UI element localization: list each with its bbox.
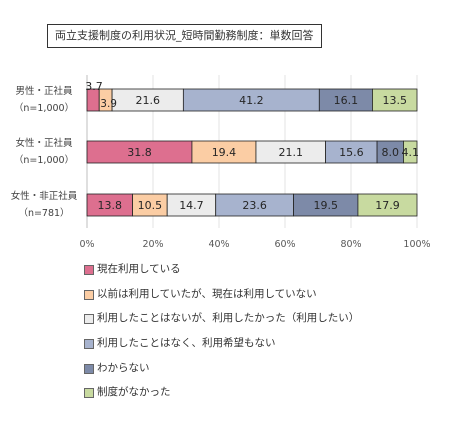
data-label: 4.1 [401,146,419,159]
legend-swatch [84,388,94,399]
data-label: 19.5 [314,199,339,212]
legend-label: わからない [97,361,150,374]
chart-title: 両立支援制度の利用状況_短時間勤務制度：単数回答 [47,24,322,48]
data-label: 21.6 [135,94,160,107]
data-label: 14.7 [179,199,204,212]
bar-segment [357,193,418,217]
data-label: 15.6 [339,146,364,159]
legend-label: 利用したことはないが、利用したかった（利用したい） [97,312,360,325]
category-label: （n=1,000） [14,154,74,166]
bar-segment [372,88,418,112]
data-label: 19.4 [212,146,237,159]
x-tick-label: 20% [142,239,163,250]
data-label: 13.5 [382,94,407,107]
data-label: 41.2 [239,94,264,107]
x-tick-label: 80% [340,239,361,250]
data-label: 17.9 [375,199,400,212]
category-label: 女性・非正社員 [11,190,78,202]
x-tick-label: 40% [208,239,229,250]
legend-swatch [84,314,94,325]
category-label: （n=781） [18,207,69,219]
data-label: 31.8 [127,146,152,159]
legend-label: 現在利用している [97,263,181,275]
x-tick-label: 0% [79,239,94,250]
x-tick-label: 60% [274,239,295,250]
category-label: 男性・正社員 [15,85,73,97]
data-label: 3.7 [85,80,103,93]
data-label: 8.0 [382,146,400,159]
bar-layer [86,88,418,217]
legend-swatch [84,339,94,350]
label-layer: 3.7 3.9 21.6 41.2 16.1 13.5 31.8 19.4 21.1 15.6 8.… [85,80,419,212]
data-label: 23.6 [242,199,267,212]
bar-segment [403,140,418,164]
legend-swatch [84,289,94,300]
data-label: 16.1 [334,94,359,107]
data-label: 10.5 [138,199,163,212]
category-label: 女性・正社員 [15,137,73,149]
category-label: （n=1,000） [14,102,74,114]
data-label: 3.9 [100,98,117,110]
stacked-bar-chart: 3.7 3.9 21.6 41.2 16.1 13.5 31.8 19.4 21.1 15.6 8.… [11,75,431,250]
legend-swatch [84,363,94,374]
legend-label: 制度がなかった [97,386,171,399]
legend-label: 利用したことはなく、利用希望もない [97,337,276,350]
data-label: 21.1 [279,146,304,159]
legend-swatch [84,265,94,275]
x-tick-label: 100% [403,239,430,250]
data-label: 13.8 [98,199,123,212]
axis-layer: 0% 20% 40% 60% 80% 100% 男性・正社員 （n=1,000） 女性・正社員 （… [11,85,431,250]
legend-label: 以前は利用していたが、現在は利用していない [97,287,317,300]
